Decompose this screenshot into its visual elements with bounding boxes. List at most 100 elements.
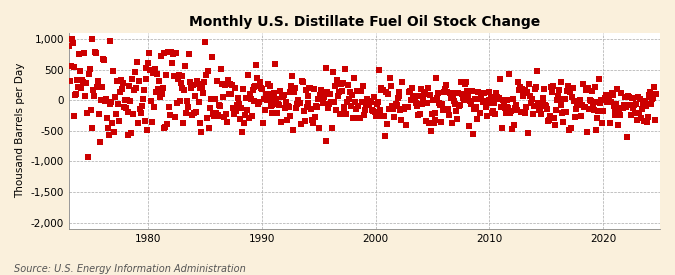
Point [183,105,194,109]
Point [536,101,547,105]
Point [612,87,623,91]
Point [127,77,138,81]
Point [454,103,464,108]
Point [404,90,414,94]
Point [435,103,446,107]
Point [322,90,333,95]
Point [583,86,593,90]
Point [282,104,293,108]
Point [199,80,210,85]
Point [629,102,640,107]
Point [329,84,340,89]
Point [514,88,524,93]
Point [551,98,562,102]
Point [375,85,386,90]
Point [65,64,76,68]
Point [277,94,288,98]
Point [158,51,169,56]
Point [516,87,527,91]
Point [280,100,291,104]
Point [526,100,537,105]
Point [464,98,475,103]
Point [122,110,133,114]
Point [369,94,379,99]
Point [564,90,575,94]
Point [162,122,173,127]
Point [404,89,415,93]
Point [211,79,222,83]
Point [580,105,591,109]
Point [472,90,483,94]
Point [69,64,80,69]
Point [277,95,288,100]
Point [650,117,661,122]
Point [538,100,549,105]
Point [539,87,550,92]
Point [485,101,496,106]
Point [87,126,98,131]
Point [388,114,399,119]
Point [383,92,394,96]
Point [80,94,90,98]
Point [190,110,201,114]
Point [401,123,412,127]
Point [202,69,213,73]
Point [240,95,251,100]
Point [390,102,401,106]
Point [68,114,79,118]
Point [153,79,164,83]
Point [341,112,352,117]
Point [148,104,159,109]
Point [540,103,551,107]
Point [544,118,555,122]
Point [245,97,256,101]
Point [604,121,615,125]
Point [543,119,554,123]
Point [651,92,661,97]
Point [649,85,659,89]
Point [406,98,416,102]
Point [611,101,622,106]
Point [477,90,487,95]
Point [185,79,196,84]
Point [151,72,162,77]
Point [123,133,134,138]
Point [294,101,304,105]
Point [524,82,535,87]
Point [132,120,143,125]
Point [287,73,298,78]
Point [620,95,630,99]
Point [214,103,225,107]
Point [497,98,508,102]
Point [420,89,431,94]
Point [452,117,462,121]
Point [102,125,113,130]
Point [220,83,231,88]
Point [400,105,410,109]
Point [331,107,342,112]
Point [455,103,466,107]
Point [596,98,607,102]
Point [107,121,117,125]
Point [250,84,261,88]
Point [634,97,645,101]
Point [234,101,245,106]
Point [325,91,335,96]
Point [594,76,605,81]
Point [254,79,265,84]
Point [645,101,656,106]
Point [182,98,192,103]
Point [334,112,345,117]
Point [209,114,219,119]
Point [307,117,318,122]
Point [304,86,315,90]
Point [458,95,468,100]
Point [394,93,405,98]
Point [557,111,568,115]
Point [523,131,534,135]
Point [151,90,161,95]
Point [449,99,460,104]
Point [356,100,367,104]
Point [177,86,188,90]
Point [198,91,209,95]
